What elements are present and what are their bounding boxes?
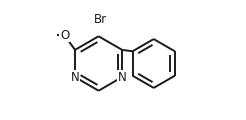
Text: O: O [60,29,69,42]
Text: Br: Br [93,13,107,26]
Text: N: N [118,71,126,84]
Text: N: N [71,71,79,84]
